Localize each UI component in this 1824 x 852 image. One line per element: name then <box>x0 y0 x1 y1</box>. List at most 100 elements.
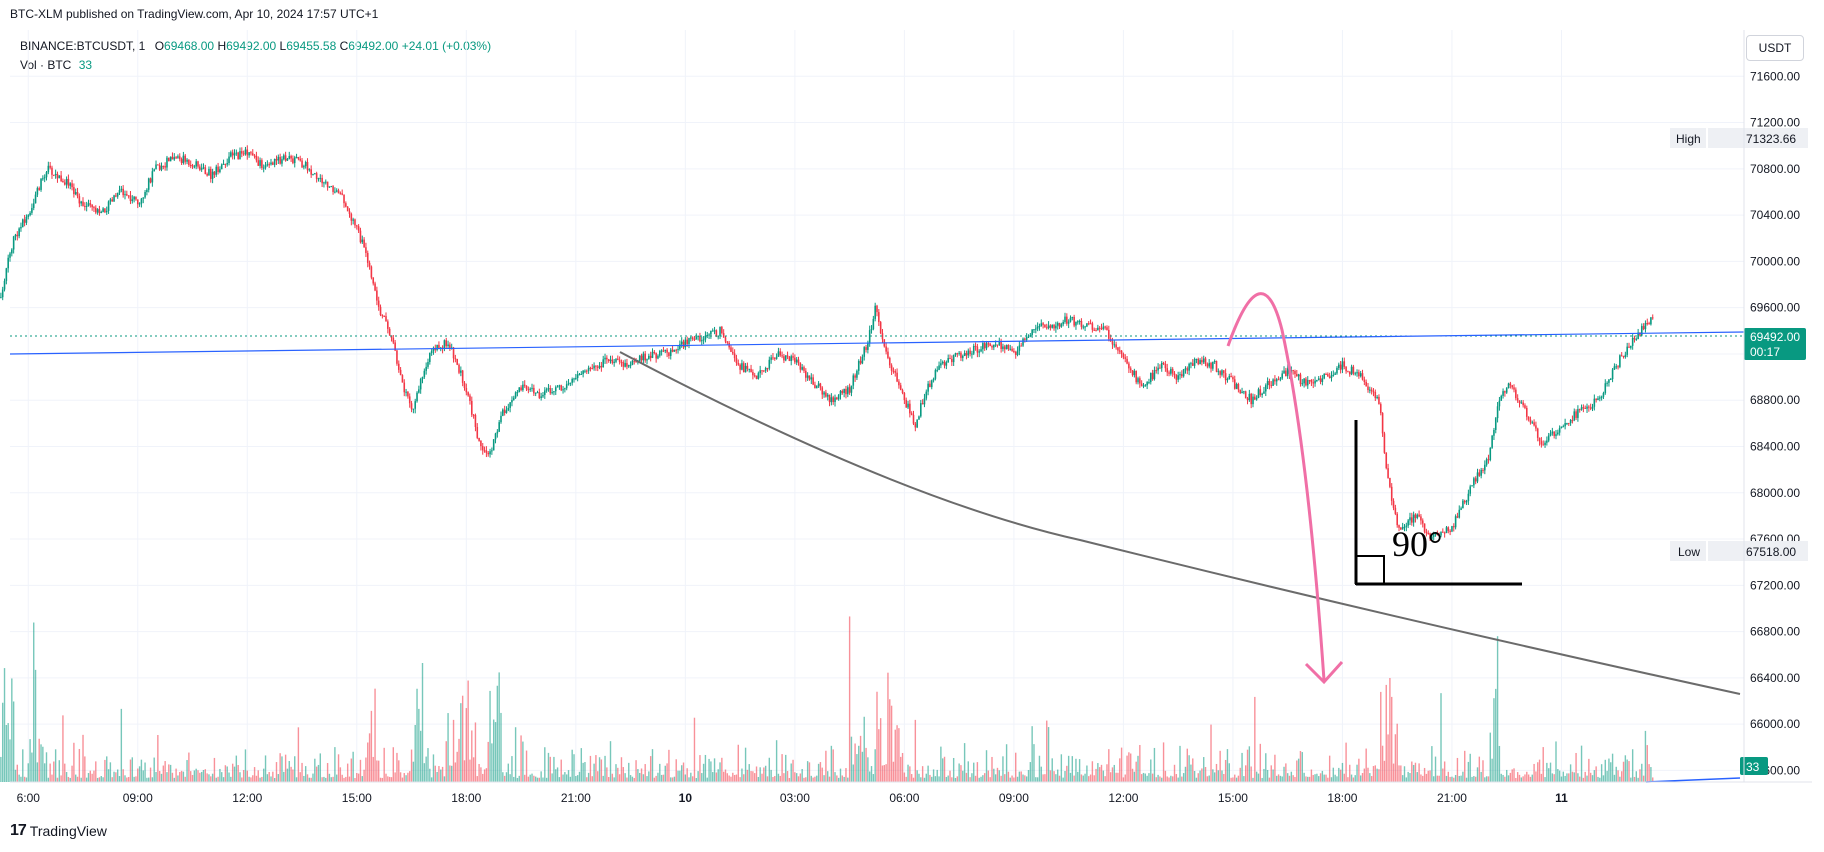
symbol-name[interactable]: BINANCE:BTCUSDT, 1 <box>20 39 146 53</box>
volume-bar <box>1142 772 1145 782</box>
candle-body <box>1237 384 1240 390</box>
volume-bar <box>1526 771 1528 782</box>
volume-bar <box>1025 776 1028 782</box>
volume-bar <box>257 770 259 782</box>
candle-body <box>969 350 971 355</box>
candle-body <box>1014 352 1017 355</box>
candle-body <box>1170 368 1172 374</box>
volume-bar <box>962 770 964 782</box>
candle-body <box>1352 366 1355 374</box>
candle-body <box>998 341 1001 345</box>
volume-bar <box>1591 775 1594 782</box>
volume-bar <box>739 777 741 782</box>
volume-bar <box>224 765 227 782</box>
volume-bar <box>1456 757 1459 782</box>
candle-body <box>418 389 420 393</box>
blue-trendline[interactable] <box>9 331 1745 355</box>
candle-body <box>642 353 645 361</box>
candle-body <box>693 338 696 340</box>
volume-bar <box>137 768 139 782</box>
volume-bar <box>985 750 988 782</box>
volume-bar <box>164 761 166 782</box>
volume-bar <box>503 775 506 782</box>
candle-body <box>1221 370 1223 375</box>
price-axis[interactable]: 71600.0071200.0070800.0070400.0070000.00… <box>1750 69 1800 777</box>
candle-body <box>82 201 84 206</box>
candle-body <box>91 204 93 208</box>
candle-body <box>503 409 506 414</box>
candle-body <box>21 219 24 227</box>
volume-bar <box>724 769 727 782</box>
candle-body <box>920 403 922 417</box>
candle-body <box>591 368 594 370</box>
volume-bar <box>837 777 840 782</box>
candle-body <box>533 387 535 394</box>
candle-body <box>377 300 380 307</box>
currency-button[interactable]: USDT <box>1746 35 1804 61</box>
volume-bar <box>1323 774 1325 782</box>
candle-body <box>78 196 81 204</box>
volume-bar <box>325 777 327 782</box>
volume-bar <box>693 717 696 782</box>
candle-body <box>607 359 610 361</box>
volume-bar <box>1537 762 1539 782</box>
volume-bar <box>356 773 358 782</box>
candle-body <box>1473 478 1475 486</box>
volume-bar <box>868 771 871 782</box>
pink-forecast-arrow[interactable] <box>1226 292 1326 681</box>
volume-bar <box>1120 747 1123 782</box>
volume-bar <box>268 772 270 782</box>
volume-bar <box>54 749 57 782</box>
candle-body <box>1182 369 1185 377</box>
volume-bar <box>1325 774 1327 782</box>
volume-bar <box>1380 691 1382 782</box>
volume-bar <box>1139 744 1141 782</box>
volume-bar <box>690 772 692 782</box>
candle-body <box>1456 516 1459 518</box>
candle-body <box>492 439 495 451</box>
gray-arc-curve[interactable] <box>619 351 1741 695</box>
candle-body <box>334 191 336 193</box>
candle-body <box>814 384 816 389</box>
volume-bar <box>354 777 356 782</box>
candle-body <box>1611 369 1614 380</box>
footer-brand[interactable]: 17 TradingView <box>10 822 107 840</box>
volume-bar <box>1540 773 1543 782</box>
candle-body <box>971 353 973 355</box>
volume-bar <box>567 770 570 782</box>
volume-bar <box>204 769 207 782</box>
candle-body <box>407 391 409 397</box>
candle-body <box>1567 423 1570 425</box>
candle-body <box>752 372 754 376</box>
volume-bar <box>200 771 203 782</box>
candle-body <box>1191 363 1194 366</box>
volume-bar <box>403 773 405 782</box>
volume-bar <box>1005 744 1008 782</box>
volume-bar <box>47 777 50 782</box>
volume-bar <box>629 775 632 782</box>
volume-bar <box>1246 749 1249 782</box>
y-tick-label: 70000.00 <box>1750 254 1800 268</box>
right-angle-annotation[interactable]: 90° <box>1354 420 1522 586</box>
tradingview-logo-icon: 17 <box>10 822 27 839</box>
candle-body <box>100 211 103 214</box>
volume-bar <box>507 763 509 782</box>
volume-bar <box>1600 764 1603 782</box>
volume-bar <box>845 768 847 782</box>
volume-bar <box>1075 758 1077 782</box>
candle-body <box>53 174 55 176</box>
candle-body <box>1403 526 1406 528</box>
volume-bar <box>443 776 446 782</box>
volume-bar <box>1330 777 1333 782</box>
candle-body <box>615 358 617 362</box>
candle-body <box>1299 374 1302 384</box>
candle-body <box>463 382 466 389</box>
volume-bar <box>498 672 500 782</box>
volume-bar <box>746 769 749 782</box>
volume-bar <box>889 699 891 782</box>
time-axis[interactable]: 6:00 09:00 12:00 15:00 18:00 21:00 10 03:00 06:0… <box>17 791 1569 805</box>
candle-body <box>1314 380 1316 384</box>
volume-bar <box>640 768 643 782</box>
volume-legend[interactable]: Vol · BTC 33 <box>20 58 92 72</box>
